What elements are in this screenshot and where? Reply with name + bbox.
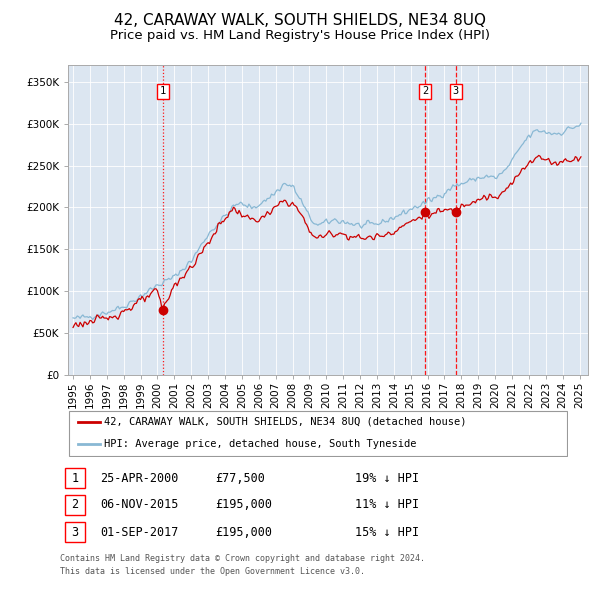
Text: 3: 3: [71, 526, 79, 539]
Text: 1: 1: [71, 471, 79, 484]
Bar: [65, 522, 85, 542]
Text: 42, CARAWAY WALK, SOUTH SHIELDS, NE34 8UQ: 42, CARAWAY WALK, SOUTH SHIELDS, NE34 8U…: [114, 13, 486, 28]
Text: 15% ↓ HPI: 15% ↓ HPI: [355, 526, 419, 539]
Text: 01-SEP-2017: 01-SEP-2017: [100, 526, 178, 539]
Text: Contains HM Land Registry data © Crown copyright and database right 2024.
This d: Contains HM Land Registry data © Crown c…: [60, 554, 425, 575]
Text: £195,000: £195,000: [215, 526, 272, 539]
Text: 19% ↓ HPI: 19% ↓ HPI: [355, 471, 419, 484]
Text: HPI: Average price, detached house, South Tyneside: HPI: Average price, detached house, Sout…: [104, 439, 416, 449]
Text: 11% ↓ HPI: 11% ↓ HPI: [355, 499, 419, 512]
Text: £77,500: £77,500: [215, 471, 265, 484]
Text: 42, CARAWAY WALK, SOUTH SHIELDS, NE34 8UQ (detached house): 42, CARAWAY WALK, SOUTH SHIELDS, NE34 8U…: [104, 417, 467, 427]
Text: 3: 3: [452, 86, 459, 96]
Bar: [65, 468, 85, 488]
Text: 2: 2: [422, 86, 428, 96]
Text: 06-NOV-2015: 06-NOV-2015: [100, 499, 178, 512]
Text: 2: 2: [71, 499, 79, 512]
Text: 25-APR-2000: 25-APR-2000: [100, 471, 178, 484]
Bar: [65, 495, 85, 515]
Text: £195,000: £195,000: [215, 499, 272, 512]
Text: 1: 1: [160, 86, 166, 96]
Text: Price paid vs. HM Land Registry's House Price Index (HPI): Price paid vs. HM Land Registry's House …: [110, 29, 490, 42]
